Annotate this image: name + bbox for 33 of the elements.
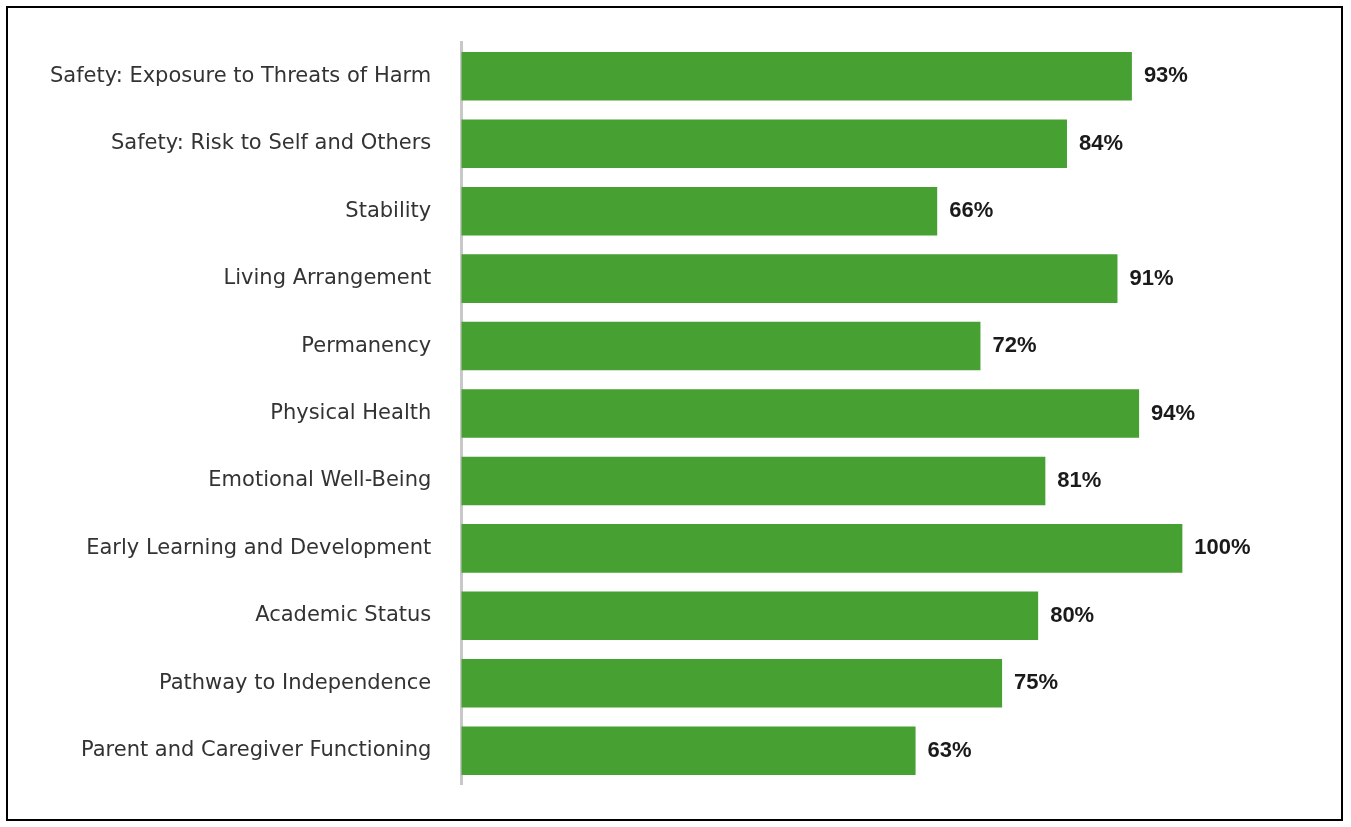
y-tick-label: Emotional Well-Being — [208, 467, 432, 492]
y-tick-label: Pathway to Independence — [158, 669, 432, 694]
y-tick-label: Parent and Caregiver Functioning — [80, 737, 432, 762]
bar — [461, 321, 981, 371]
y-tick-label: Living Arrangement — [223, 265, 432, 290]
y-tick-label: Stability — [345, 197, 432, 222]
data-label: 81% — [1057, 467, 1102, 492]
data-label: 93% — [1143, 62, 1188, 88]
bar — [461, 524, 1183, 573]
data-label: 66% — [949, 197, 994, 223]
bar — [461, 119, 1067, 169]
bar — [461, 591, 1039, 641]
y-tick-label: Early Learning and Development — [86, 534, 432, 559]
data-label: 94% — [1151, 399, 1196, 425]
data-label: 91% — [1129, 264, 1174, 290]
data-label: 100% — [1194, 534, 1251, 560]
data-label: 75% — [1014, 669, 1059, 695]
bar — [461, 726, 916, 775]
data-label: 84% — [1078, 129, 1124, 155]
bar — [461, 658, 1003, 708]
y-tick-label: Academic Status — [255, 602, 432, 627]
bar — [461, 254, 1118, 303]
bar — [461, 389, 1140, 438]
y-tick-label: Permanency — [301, 332, 432, 357]
y-tick-label: Physical Health — [270, 399, 432, 424]
bar — [461, 456, 1046, 506]
data-label: 63% — [927, 736, 972, 762]
data-label: 72% — [992, 332, 1037, 358]
y-tick-label: Safety: Risk to Self and Others — [111, 130, 432, 155]
bar — [461, 52, 1132, 101]
data-label: 80% — [1050, 601, 1095, 627]
bar — [461, 186, 938, 236]
y-tick-label: Safety: Exposure to Threats of Harm — [49, 62, 432, 87]
